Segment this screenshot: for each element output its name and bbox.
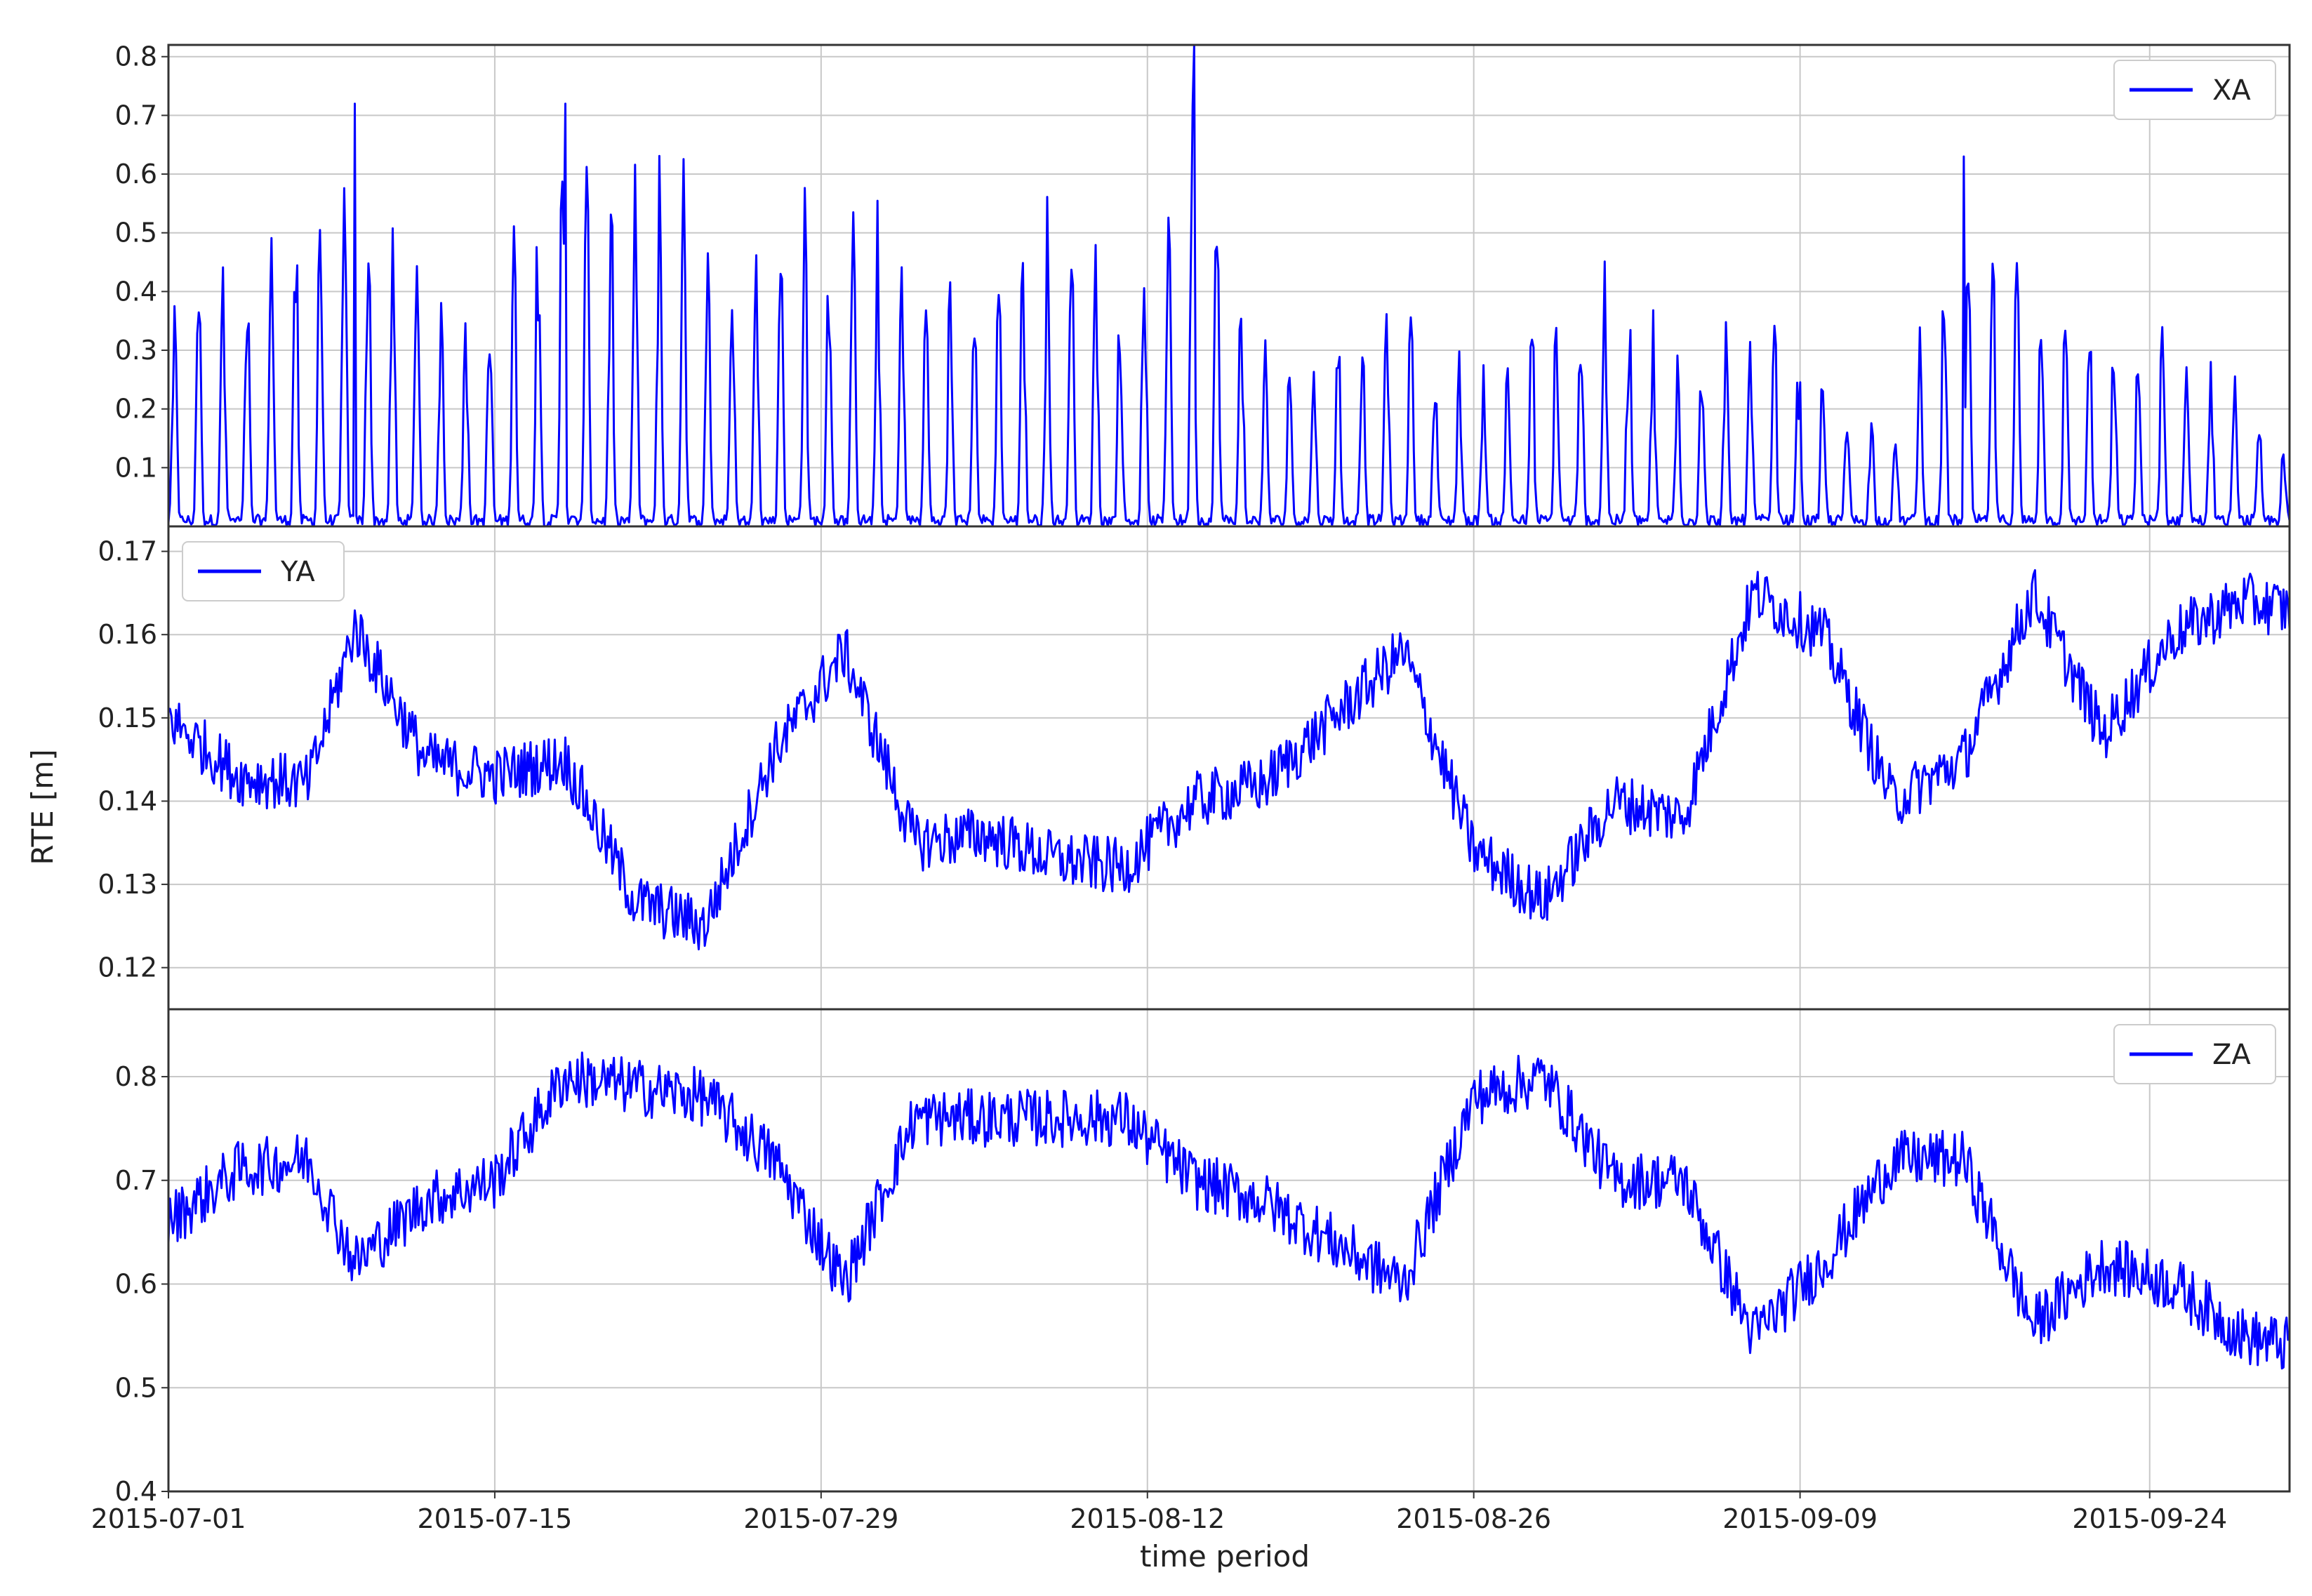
y-tick-label: 0.8 (115, 41, 157, 72)
y-tick-label: 0.17 (98, 536, 157, 567)
panel-ya: 0.12 0.13 0.14 0.15 0.16 0.17 YA (98, 525, 2291, 1011)
axes-frame-za (167, 1008, 2291, 1493)
legend-xa: XA (2113, 60, 2276, 120)
y-axis-label: RTE [m] (25, 749, 60, 865)
y-tick-label: 0.5 (115, 1372, 157, 1403)
grid-xa (168, 45, 2290, 526)
panel-za: 0.4 0.5 0.6 0.7 0.8 ZA (115, 1008, 2291, 1507)
legend-za: ZA (2113, 1024, 2276, 1084)
y-tick-label: 0.15 (98, 703, 157, 733)
x-tick-label: 2015-07-01 (91, 1503, 246, 1534)
y-tick-label: 0.7 (115, 100, 157, 131)
legend-label-ya: YA (280, 556, 315, 588)
y-tick-label: 0.5 (115, 218, 157, 248)
panel-xa: 0.1 0.2 0.3 0.4 0.5 0.6 0.7 0.8 XA (115, 41, 2291, 528)
x-tick-label: 2015-08-26 (1396, 1503, 1551, 1534)
x-tick-label: 2015-09-09 (1722, 1503, 1878, 1534)
y-tick-label: 0.12 (98, 952, 157, 983)
legend-box-ya (182, 541, 345, 601)
x-tick-label: 2015-09-24 (2072, 1503, 2227, 1534)
y-tick-label: 0.1 (115, 452, 157, 483)
series-path-xa (167, 44, 2291, 528)
x-axis-ticks: 2015-07-01 2015-07-15 2015-07-29 2015-08-12… (91, 1491, 2227, 1534)
series-path-ya (167, 568, 2291, 951)
y-ticks-ya: 0.12 0.13 0.14 0.15 0.16 0.17 (98, 536, 168, 983)
y-tick-label: 0.3 (115, 335, 157, 366)
y-tick-label: 0.7 (115, 1165, 157, 1196)
x-tick-label: 2015-08-12 (1070, 1503, 1225, 1534)
x-tick-label: 2015-07-15 (418, 1503, 573, 1534)
series-line-xa (167, 44, 2291, 528)
series-path-za (167, 1051, 2291, 1370)
y-ticks-xa: 0.1 0.2 0.3 0.4 0.5 0.6 0.7 0.8 (115, 41, 168, 483)
x-axis-label: time period (1140, 1539, 1310, 1574)
y-tick-label: 0.8 (115, 1061, 157, 1092)
y-tick-label: 0.6 (115, 159, 157, 189)
y-tick-label: 0.6 (115, 1269, 157, 1300)
y-tick-label: 0.4 (115, 1476, 157, 1507)
legend-box-za (2113, 1024, 2276, 1084)
y-tick-label: 0.2 (115, 394, 157, 425)
y-tick-label: 0.13 (98, 869, 157, 900)
y-tick-label: 0.4 (115, 276, 157, 307)
y-tick-label: 0.14 (98, 785, 157, 816)
x-tick-label: 2015-07-29 (743, 1503, 898, 1534)
legend-label-za: ZA (2212, 1039, 2251, 1071)
legend-box-xa (2113, 60, 2276, 120)
series-line-ya (167, 568, 2291, 951)
legend-label-xa: XA (2212, 74, 2251, 107)
legend-ya: YA (182, 541, 345, 601)
series-line-za (167, 1051, 2291, 1370)
y-ticks-za: 0.4 0.5 0.6 0.7 0.8 (115, 1061, 168, 1507)
y-tick-label: 0.16 (98, 619, 157, 650)
